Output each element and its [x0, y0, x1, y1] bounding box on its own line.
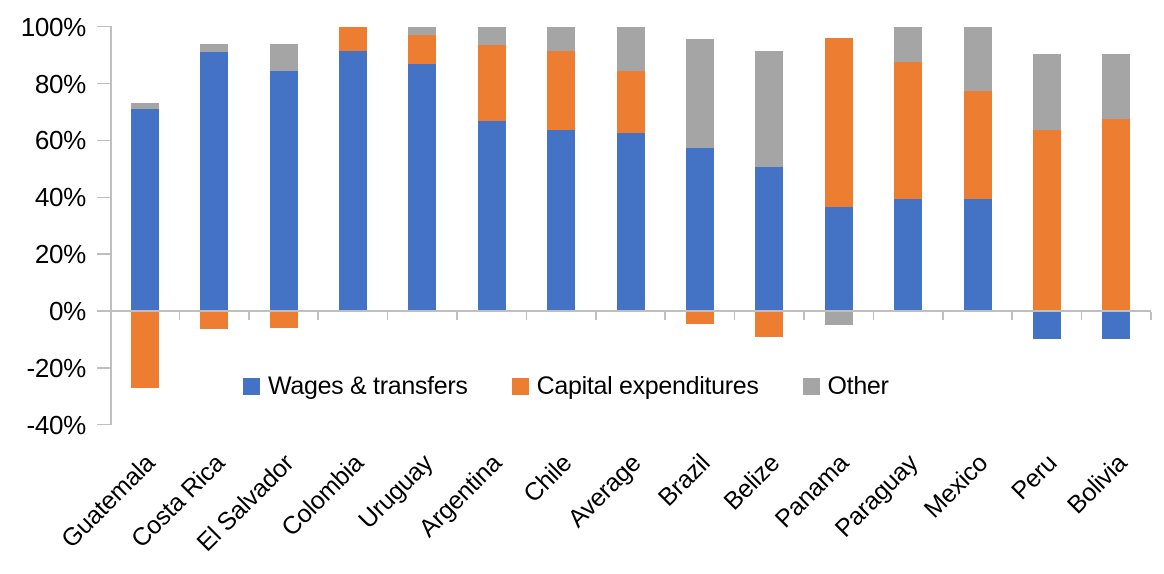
x-axis-tick	[803, 312, 805, 320]
x-axis	[110, 310, 1151, 312]
bar-segment-bolivia-s0	[1102, 311, 1131, 340]
bar-segment-colombia-s0	[338, 50, 367, 311]
y-axis-label: 80%	[34, 68, 86, 99]
bar-segment-peru-s0	[1032, 311, 1061, 340]
bar-segment-argentina-s2	[477, 26, 506, 46]
bar-segment-el-salvador-s0	[269, 70, 298, 311]
x-axis-tick	[1011, 312, 1013, 320]
bar-segment-belize-s0	[755, 167, 784, 311]
bar-segment-uruguay-s2	[408, 26, 437, 36]
bar-segment-belize-s1	[755, 311, 784, 337]
y-axis-tick	[97, 25, 110, 28]
bar-segment-el-salvador-s2	[269, 43, 298, 71]
x-axis-label-peru: Peru	[1006, 449, 1063, 506]
y-axis-tick	[97, 139, 110, 142]
bar-segment-uruguay-s1	[408, 35, 437, 64]
legend-label: Other	[827, 372, 889, 400]
y-axis-label: -40%	[26, 409, 87, 440]
bar-segment-brazil-s1	[685, 311, 714, 324]
x-axis-tick	[942, 312, 944, 320]
y-axis-label: 60%	[34, 125, 86, 156]
bar-segment-panama-s2	[824, 311, 853, 326]
y-axis	[110, 26, 112, 425]
y-axis-label: -20%	[26, 352, 87, 383]
bar-segment-brazil-s2	[685, 39, 714, 148]
y-axis-tick	[97, 423, 110, 426]
y-axis-tick	[97, 367, 110, 369]
x-axis-label-chile: Chile	[517, 449, 577, 509]
x-axis-tick	[525, 312, 528, 320]
bar-segment-argentina-s0	[477, 120, 506, 311]
bar-segment-argentina-s1	[477, 45, 506, 121]
x-axis-tick	[733, 312, 736, 320]
x-axis-tick	[595, 312, 597, 320]
x-axis-tick	[317, 312, 319, 320]
x-axis-tick	[178, 312, 181, 320]
x-axis-label-brazil: Brazil	[652, 449, 716, 512]
x-axis-label-mexico: Mexico	[918, 449, 994, 524]
bar-segment-mexico-s0	[963, 198, 992, 311]
bar-segment-panama-s1	[824, 38, 853, 208]
bar-segment-chile-s2	[547, 26, 576, 51]
y-axis-label: 20%	[34, 239, 86, 270]
legend-swatch-icon	[511, 378, 529, 395]
y-axis-tick	[97, 310, 110, 312]
x-axis-tick	[872, 312, 875, 320]
bar-segment-paraguay-s1	[894, 62, 923, 199]
bar-segment-el-salvador-s1	[269, 311, 298, 329]
bar-segment-brazil-s0	[685, 147, 714, 311]
bar-segment-average-s1	[616, 70, 645, 134]
bar-segment-paraguay-s0	[894, 198, 923, 311]
bar-segment-peru-s1	[1032, 130, 1061, 311]
bar-segment-bolivia-s2	[1102, 53, 1131, 120]
x-axis-tick	[1150, 312, 1152, 320]
bar-segment-guatemala-s2	[130, 103, 159, 110]
bar-segment-guatemala-s0	[130, 109, 159, 311]
bar-segment-guatemala-s1	[130, 311, 159, 388]
bar-segment-bolivia-s1	[1102, 119, 1131, 311]
bar-segment-chile-s1	[547, 50, 576, 131]
legend-label: Wages & transfers	[268, 372, 468, 400]
y-axis-label: 100%	[20, 11, 87, 42]
x-axis-tick	[1080, 312, 1083, 320]
legend: Wages & transfers Capital expenditures Oth…	[243, 372, 933, 401]
legend-item-1: Capital expenditures	[511, 372, 759, 401]
bar-segment-mexico-s2	[963, 26, 992, 91]
x-axis-label-belize: Belize	[718, 449, 786, 516]
bar-segment-colombia-s1	[338, 26, 367, 51]
x-axis-label-average: Average	[562, 449, 647, 533]
x-axis-label-bolivia: Bolivia	[1061, 449, 1133, 520]
legend-item-2: Other	[802, 372, 889, 401]
bar-segment-panama-s0	[824, 207, 853, 311]
y-axis-tick	[97, 253, 110, 255]
legend-label: Capital expenditures	[536, 372, 759, 400]
bar-segment-mexico-s1	[963, 90, 992, 199]
y-axis-tick	[97, 196, 110, 199]
bar-segment-paraguay-s2	[894, 26, 923, 63]
bar-segment-chile-s0	[547, 130, 576, 311]
x-axis-tick	[386, 312, 389, 320]
bar-segment-uruguay-s0	[408, 63, 437, 311]
legend-item-0: Wages & transfers	[243, 372, 468, 401]
bar-segment-costa-rica-s2	[200, 43, 229, 53]
x-axis-tick	[248, 312, 250, 320]
bar-segment-average-s2	[616, 26, 645, 71]
y-axis-label: 40%	[34, 182, 86, 213]
bar-segment-peru-s2	[1032, 53, 1061, 131]
bar-segment-costa-rica-s0	[200, 52, 229, 311]
x-axis-tick	[664, 312, 666, 320]
bar-segment-costa-rica-s1	[200, 311, 229, 330]
y-axis-tick	[97, 82, 110, 85]
legend-swatch-icon	[243, 378, 260, 395]
y-axis-label: 0%	[49, 296, 86, 326]
x-axis-tick	[456, 312, 458, 320]
bar-segment-average-s0	[616, 133, 645, 311]
bar-segment-belize-s2	[755, 50, 784, 168]
legend-swatch-icon	[802, 378, 820, 395]
